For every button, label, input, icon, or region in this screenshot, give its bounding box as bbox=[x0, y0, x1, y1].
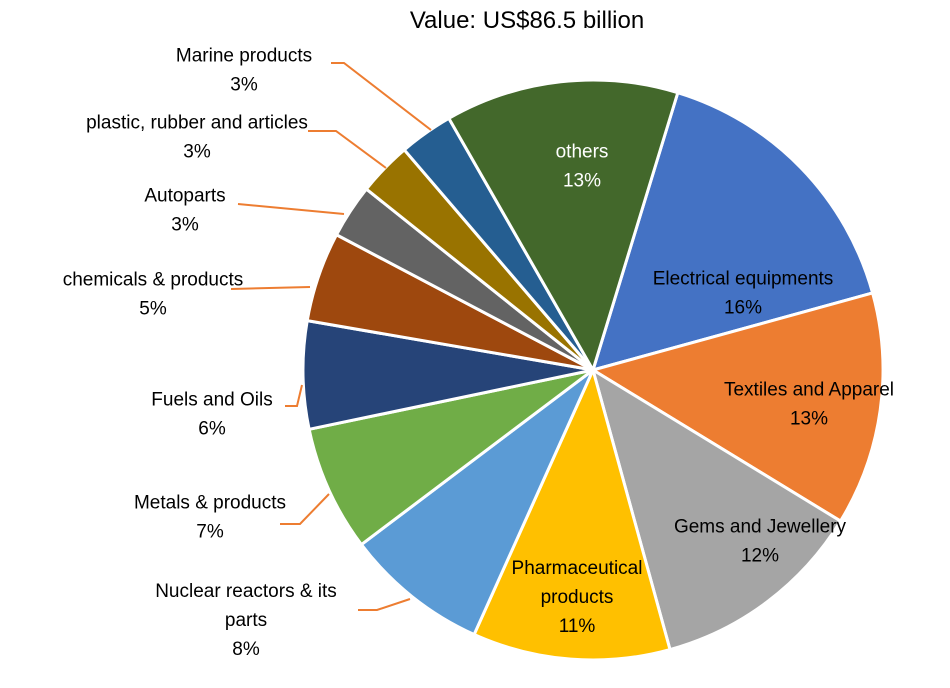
pie-slice-textiles-and-apparel bbox=[591, 291, 885, 523]
data-label-name: Fuels and Oils bbox=[151, 390, 272, 411]
data-label-value: 7% bbox=[196, 522, 224, 543]
data-label-value: 8% bbox=[232, 639, 260, 660]
chart-title: Value: US$86.5 billion bbox=[410, 7, 644, 34]
data-label-marine-products: Marine products 3% bbox=[176, 46, 312, 96]
data-label-value: 13% bbox=[790, 409, 828, 430]
pie-slice-metals-products bbox=[307, 368, 595, 547]
leader-line-chemicals-products bbox=[230, 286, 311, 290]
data-label-value: 3% bbox=[230, 75, 258, 96]
data-label-nuclear-reactors-its-parts: Nuclear reactors & its parts 8% bbox=[155, 581, 337, 660]
pie-slices bbox=[301, 78, 885, 662]
leader-lines bbox=[230, 62, 432, 611]
data-label-name: products bbox=[541, 587, 614, 608]
data-label-name: Gems and Jewellery bbox=[674, 517, 847, 538]
data-label-name: parts bbox=[225, 610, 267, 631]
pie-slice-electrical-equipments bbox=[591, 91, 875, 372]
data-label-chemicals-products: chemicals & products 5% bbox=[63, 270, 244, 320]
pie-slice-gems-and-jewellery bbox=[591, 368, 843, 652]
data-label-name: others bbox=[556, 142, 609, 163]
data-label-metals-products: Metals & products 7% bbox=[134, 493, 286, 543]
data-label-value: 3% bbox=[171, 215, 199, 236]
data-label-value: 16% bbox=[724, 298, 762, 319]
leader-line-metals-products bbox=[280, 493, 330, 525]
data-label-gems-and-jewellery: Gems and Jewellery 12% bbox=[674, 517, 847, 567]
data-label-name: Nuclear reactors & its bbox=[155, 581, 337, 602]
data-label-value: 5% bbox=[139, 299, 167, 320]
data-label-fuels-and-oils: Fuels and Oils 6% bbox=[151, 390, 272, 440]
data-label-name: Autoparts bbox=[144, 186, 225, 207]
leader-line-plastic-rubber-and-articles bbox=[308, 130, 387, 169]
data-label-value: 11% bbox=[559, 616, 596, 637]
data-label-name: Electrical equipments bbox=[653, 269, 834, 290]
slice-labels: Electrical equipments 16% Textiles and App… bbox=[63, 46, 894, 661]
data-label-name: Textiles and Apparel bbox=[724, 380, 894, 401]
data-label-value: 13% bbox=[563, 171, 601, 192]
data-label-value: 3% bbox=[183, 142, 211, 163]
leader-line-autoparts bbox=[237, 203, 345, 215]
data-label-name: plastic, rubber and articles bbox=[86, 113, 308, 134]
data-label-autoparts: Autoparts 3% bbox=[144, 186, 225, 236]
data-label-name: chemicals & products bbox=[63, 270, 244, 291]
data-label-name: Marine products bbox=[176, 46, 312, 67]
pie-slice-nuclear-reactors-its-parts bbox=[359, 368, 595, 637]
pie-slice-pharmaceutical-products bbox=[472, 368, 672, 662]
data-label-electrical-equipments: Electrical equipments 16% bbox=[653, 269, 834, 319]
pie-slice-others bbox=[447, 78, 680, 372]
data-label-textiles-and-apparel: Textiles and Apparel 13% bbox=[724, 380, 894, 430]
data-label-pharmaceutical-products: Pharmaceutical products 11% bbox=[512, 558, 643, 637]
data-label-others: others 13% bbox=[556, 142, 609, 192]
leader-line-marine-products bbox=[331, 62, 432, 131]
data-label-plastic-rubber-and-articles: plastic, rubber and articles 3% bbox=[86, 113, 308, 163]
data-label-name: Metals & products bbox=[134, 493, 286, 514]
data-label-value: 6% bbox=[198, 419, 226, 440]
data-label-name: Pharmaceutical bbox=[512, 558, 643, 579]
data-label-value: 12% bbox=[741, 546, 779, 567]
leader-line-nuclear-reactors-its-parts bbox=[358, 598, 411, 611]
leader-line-fuels-and-oils bbox=[285, 384, 303, 407]
